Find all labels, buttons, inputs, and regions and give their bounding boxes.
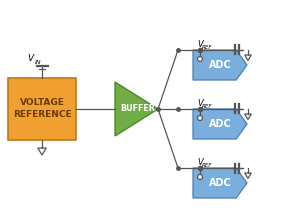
Text: ADC: ADC <box>209 119 231 129</box>
Text: V: V <box>27 54 33 63</box>
Text: REF: REF <box>202 45 212 50</box>
Text: REF: REF <box>202 163 212 168</box>
Text: IN: IN <box>35 60 41 65</box>
Circle shape <box>198 56 202 61</box>
Text: V: V <box>197 99 203 108</box>
Polygon shape <box>115 82 158 136</box>
Text: ADC: ADC <box>209 60 231 70</box>
Polygon shape <box>193 109 247 139</box>
Polygon shape <box>193 168 247 198</box>
Text: REFERENCE: REFERENCE <box>13 111 71 119</box>
Text: BUFFER: BUFFER <box>120 104 155 114</box>
Circle shape <box>198 116 202 121</box>
Text: VOLTAGE: VOLTAGE <box>20 99 65 107</box>
Text: V: V <box>197 40 203 49</box>
Text: V: V <box>197 158 203 167</box>
Circle shape <box>198 174 202 179</box>
Polygon shape <box>193 50 247 80</box>
Text: REF: REF <box>202 104 212 109</box>
FancyBboxPatch shape <box>8 78 76 140</box>
Text: ADC: ADC <box>209 178 231 188</box>
